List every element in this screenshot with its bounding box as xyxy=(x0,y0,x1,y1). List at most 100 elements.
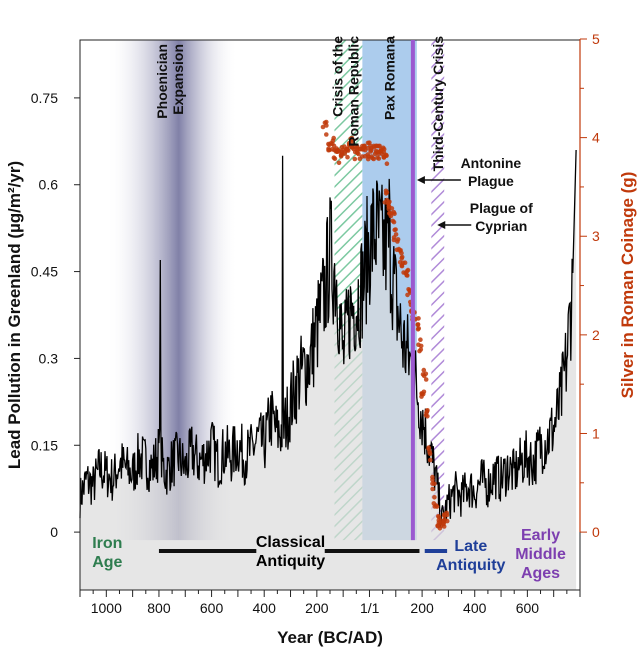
silver-point xyxy=(395,237,401,242)
band-label-crisis-republic: Crisis of the Roman Republic xyxy=(329,36,361,147)
era-iron-age: Age xyxy=(92,554,122,571)
band-labels: Phoenician Expansion Crisis of the Roman Re… xyxy=(154,36,446,172)
silver-point xyxy=(432,495,437,500)
era-iron-age: Iron xyxy=(92,535,122,552)
silver-point xyxy=(391,235,397,240)
event-markers: Antonine Plague Plague of Cyprian xyxy=(410,40,533,541)
silver-point xyxy=(427,457,433,463)
silver-point xyxy=(348,136,354,142)
x-tick-label: 200 xyxy=(410,600,434,616)
y-left-tick-label: 0 xyxy=(50,524,58,540)
silver-point xyxy=(324,119,329,125)
antonine-label: Plague xyxy=(468,173,514,189)
silver-point xyxy=(430,486,435,492)
silver-point xyxy=(434,504,440,509)
band-label-line: Expansion xyxy=(170,44,186,115)
silver-point xyxy=(375,155,380,160)
cyprian-arrow-head xyxy=(437,221,446,229)
era-classical-antiquity: Antiquity xyxy=(256,553,325,570)
y-left-tick-label: 0.45 xyxy=(31,264,58,280)
silver-point xyxy=(416,326,422,331)
x-axis: 1000 800 600 400 200 1/1 200 400 600 xyxy=(79,590,581,616)
antonine-label: Antonine xyxy=(461,155,522,171)
era-early-middle-ages: Early xyxy=(521,527,560,544)
era-classical-antiquity: Classical xyxy=(256,534,325,551)
era-markers: Iron Age Classical Antiquity Late Antiquity Ea… xyxy=(92,527,566,582)
silver-point xyxy=(344,146,350,152)
silver-point xyxy=(392,227,398,233)
y-axis-right: 0 1 2 3 4 5 xyxy=(579,31,600,540)
y-right-tick-label: 1 xyxy=(592,425,600,441)
antonine-arrow-head xyxy=(416,176,425,184)
x-tick-label: 200 xyxy=(305,600,329,616)
y-axis-left: 0 0.15 0.3 0.45 0.6 0.75 xyxy=(31,90,80,540)
silver-point xyxy=(400,260,406,266)
silver-point xyxy=(403,270,409,276)
silver-point xyxy=(336,160,342,166)
silver-point xyxy=(416,342,421,348)
band-label-pax-romana: Pax Romana xyxy=(382,36,398,120)
cyprian-label: Plague of xyxy=(470,200,533,216)
era-late-antiquity: Antiquity xyxy=(436,557,505,574)
era-late-antiquity: Late xyxy=(454,538,487,555)
silver-point xyxy=(436,514,442,520)
silver-point xyxy=(389,211,394,216)
x-tick-label: 1/1 xyxy=(360,600,380,616)
y-left-tick-label: 0.75 xyxy=(31,90,58,106)
band-3 xyxy=(431,40,445,541)
band-label-third-century: Third-Century Crisis xyxy=(430,36,446,172)
silver-point xyxy=(406,287,411,292)
silver-point xyxy=(384,161,390,166)
silver-point xyxy=(426,445,432,450)
silver-point xyxy=(381,150,387,155)
x-tick-label: 400 xyxy=(463,600,487,616)
silver-point xyxy=(371,156,377,162)
lead-line xyxy=(79,149,577,528)
silver-point xyxy=(350,145,355,150)
band-label-line: Phoenician xyxy=(154,44,170,119)
silver-point xyxy=(377,143,382,149)
x-tick-label: 400 xyxy=(253,600,277,616)
silver-point xyxy=(419,394,424,399)
silver-point xyxy=(365,140,371,146)
silver-point xyxy=(332,156,338,161)
y-right-tick-label: 0 xyxy=(592,524,600,540)
silver-point xyxy=(354,144,360,149)
silver-point xyxy=(382,200,388,205)
silver-point xyxy=(441,520,447,525)
silver-point xyxy=(437,526,443,531)
silver-point xyxy=(362,154,368,159)
x-tick-label: 600 xyxy=(200,600,224,616)
silver-point xyxy=(386,204,392,209)
silver-point xyxy=(423,412,429,418)
silver-point xyxy=(417,348,422,354)
silver-point xyxy=(444,512,450,518)
y-left-tick-label: 0.3 xyxy=(39,350,59,366)
era-early-middle-ages: Ages xyxy=(521,565,560,582)
silver-point xyxy=(345,154,350,160)
band-label-phoenician: Phoenician Expansion xyxy=(154,44,186,119)
era-early-middle-ages: Middle xyxy=(515,546,566,563)
band-label-line: Crisis of the xyxy=(329,36,345,117)
silver-point xyxy=(368,149,373,154)
silver-point xyxy=(425,408,430,413)
y-right-tick-label: 2 xyxy=(592,327,600,343)
silver-point xyxy=(384,190,390,195)
silver-point xyxy=(423,377,429,382)
x-tick-label: 600 xyxy=(516,600,540,616)
silver-point xyxy=(423,371,429,377)
y-axis-right-title: Silver in Roman Coinage (g) xyxy=(618,172,637,399)
silver-point xyxy=(399,255,405,261)
y-left-tick-label: 0.15 xyxy=(31,437,58,453)
silver-point xyxy=(416,316,421,321)
silver-point xyxy=(357,156,363,161)
silver-point xyxy=(324,132,329,137)
silver-point xyxy=(355,150,360,156)
silver-point xyxy=(430,477,435,483)
silver-point xyxy=(418,337,423,343)
silver-point xyxy=(381,155,387,160)
silver-point xyxy=(432,481,437,487)
y-right-tick-label: 4 xyxy=(592,130,600,146)
y-right-tick-label: 5 xyxy=(592,31,600,47)
silver-point xyxy=(399,250,404,256)
